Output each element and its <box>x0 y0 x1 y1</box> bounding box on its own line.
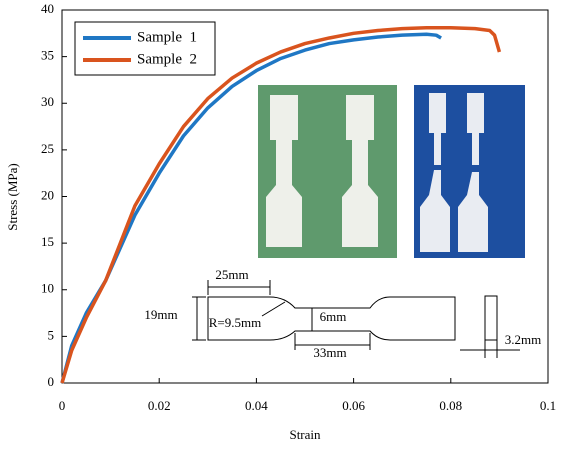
x-tick-label: 0.04 <box>245 398 268 413</box>
annotation: 25mm <box>215 267 248 282</box>
photo-green <box>258 85 397 258</box>
x-axis-label: Strain <box>289 427 321 442</box>
y-tick-label: 5 <box>48 327 55 342</box>
y-tick-label: 40 <box>41 1 54 16</box>
x-tick-label: 0.02 <box>148 398 171 413</box>
y-tick-label: 20 <box>41 187 54 202</box>
legend-label: Sample 2 <box>137 51 197 67</box>
data-line <box>60 25 502 384</box>
x-tick-label: 0 <box>59 398 66 413</box>
x-tick-label: 0.06 <box>342 398 365 413</box>
y-tick-label: 30 <box>41 94 54 109</box>
annotation: 33mm <box>313 345 346 360</box>
annotation: R=9.5mm <box>209 315 261 330</box>
specimen-drawing <box>192 280 520 358</box>
x-tick-label: 0.1 <box>540 398 556 413</box>
annotation: 19mm <box>144 307 177 322</box>
photo-blue <box>414 85 525 258</box>
y-tick-label: 25 <box>41 141 54 156</box>
y-tick-label: 15 <box>41 234 54 249</box>
y-axis-label: Stress (MPa) <box>5 163 20 231</box>
annotation: 3.2mm <box>505 332 541 347</box>
y-tick-label: 0 <box>48 374 55 389</box>
annotation: 6mm <box>320 309 347 324</box>
legend-label: Sample 1 <box>137 29 197 45</box>
x-tick-label: 0.08 <box>439 398 462 413</box>
legend-box <box>74 21 216 76</box>
y-tick-label: 10 <box>41 281 54 296</box>
y-tick-label: 35 <box>41 48 54 63</box>
